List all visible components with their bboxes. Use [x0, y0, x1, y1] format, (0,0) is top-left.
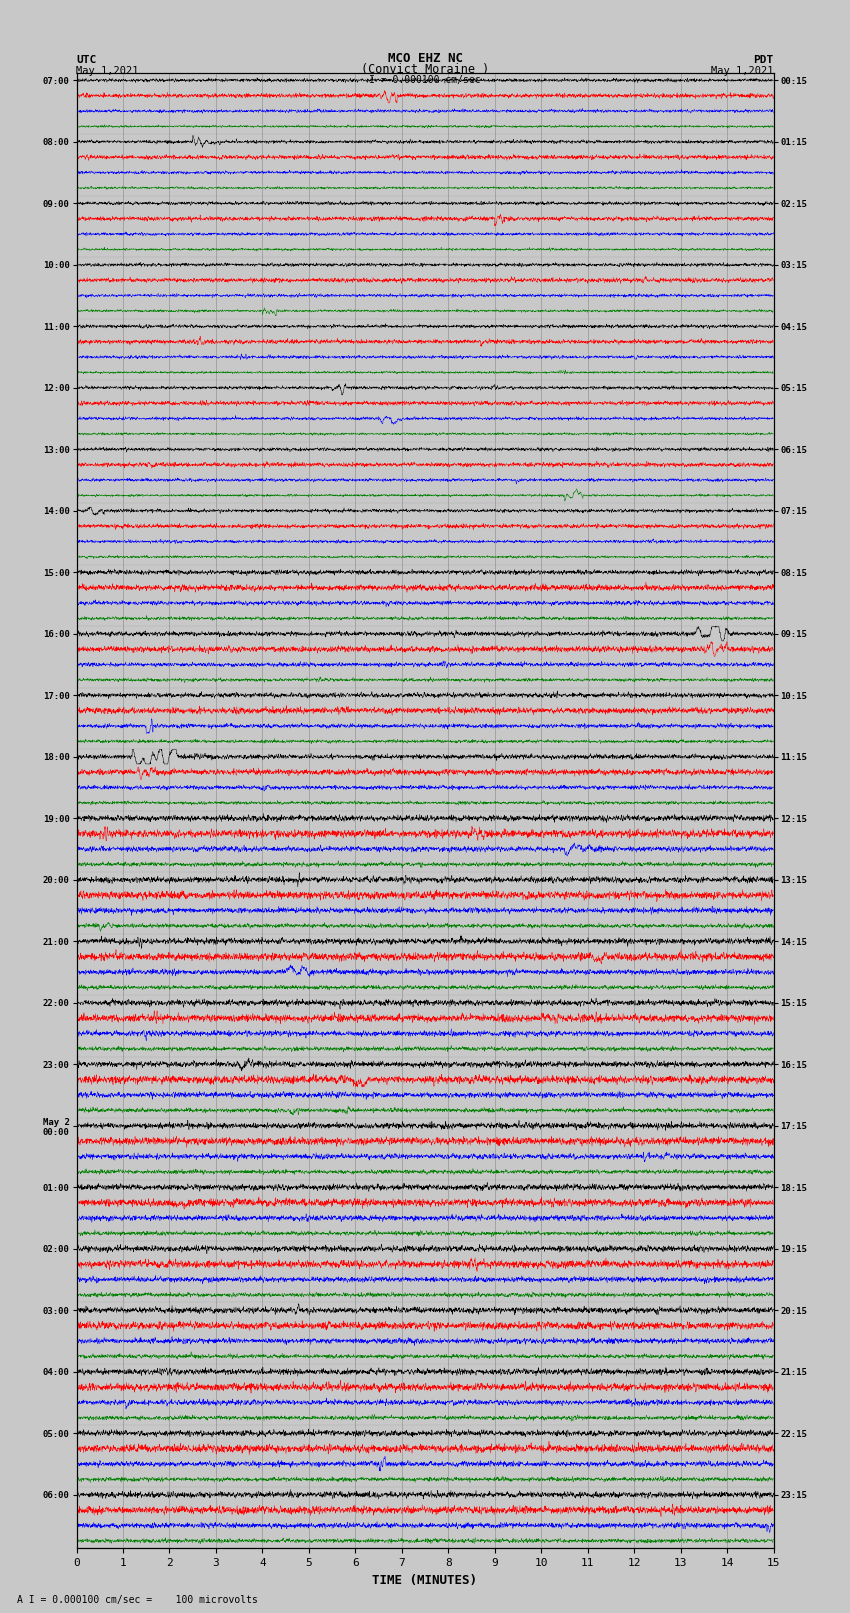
Text: May 1,2021: May 1,2021: [711, 66, 774, 76]
Text: May 1,2021: May 1,2021: [76, 66, 139, 76]
Text: PDT: PDT: [753, 55, 774, 65]
Text: MCO EHZ NC: MCO EHZ NC: [388, 52, 462, 65]
Text: (Convict Moraine ): (Convict Moraine ): [361, 63, 489, 76]
X-axis label: TIME (MINUTES): TIME (MINUTES): [372, 1574, 478, 1587]
Text: UTC: UTC: [76, 55, 97, 65]
Text: I = 0.000100 cm/sec: I = 0.000100 cm/sec: [369, 76, 481, 85]
Text: A I = 0.000100 cm/sec =    100 microvolts: A I = 0.000100 cm/sec = 100 microvolts: [17, 1595, 258, 1605]
